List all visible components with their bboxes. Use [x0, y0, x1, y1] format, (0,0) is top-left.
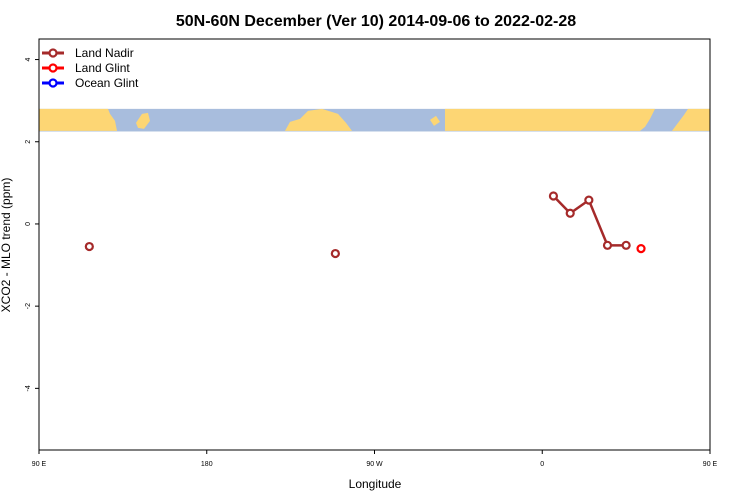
land-nadir-point: [584, 195, 594, 205]
map-strip: [39, 108, 710, 132]
x-tick-label: 0: [540, 461, 544, 468]
x-axis-label: Longitude: [349, 477, 402, 491]
map-land: [445, 108, 655, 131]
land-nadir-point: [621, 240, 631, 250]
map-land: [136, 112, 150, 129]
legend-ocean-glint-label: Ocean Glint: [75, 76, 139, 90]
map-land: [672, 108, 710, 131]
x-tick-label: 90 E: [32, 461, 47, 468]
legend-land-glint-marker: [48, 63, 58, 73]
land-nadir-point: [84, 241, 94, 252]
y-tick-label: -2: [25, 303, 32, 309]
map-land: [430, 115, 440, 126]
y-tick-label: 0: [25, 222, 32, 226]
land-nadir-point: [548, 191, 559, 201]
land-nadir-point: [565, 208, 575, 218]
y-tick-label: 4: [25, 58, 32, 62]
legend-land-glint-label: Land Glint: [75, 61, 130, 75]
x-tick-label: 90 E: [703, 461, 718, 468]
legend-land-nadir-label: Land Nadir: [75, 46, 134, 60]
legend-land-nadir-marker: [48, 48, 58, 58]
map-land: [285, 108, 352, 131]
y-tick-label: 2: [25, 140, 32, 144]
y-axis-label: XCO2 - MLO trend (ppm): [0, 178, 13, 313]
legend-ocean-glint-marker: [48, 78, 58, 88]
land-nadir-point: [602, 240, 613, 250]
land-glint-point: [636, 244, 646, 254]
y-tick-label: -4: [25, 385, 32, 391]
x-tick-label: 90 W: [366, 461, 383, 468]
chart-title: 50N-60N December (Ver 10) 2014-09-06 to …: [176, 13, 576, 30]
map-land: [39, 108, 117, 131]
land-nadir-point: [330, 248, 340, 259]
x-tick-label: 180: [201, 461, 213, 468]
